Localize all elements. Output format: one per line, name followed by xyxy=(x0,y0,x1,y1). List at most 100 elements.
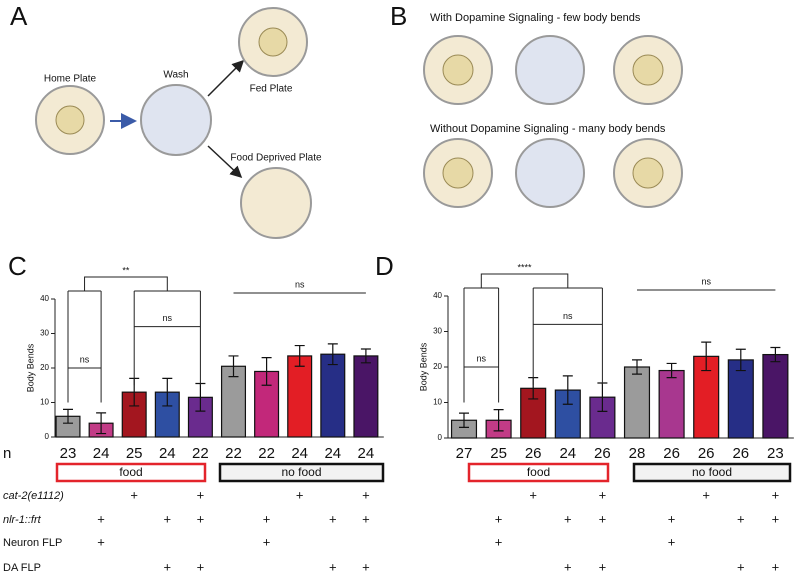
n-label: 26 xyxy=(525,445,542,462)
food xyxy=(632,54,664,86)
genotype-mark: + xyxy=(130,487,138,502)
plate-label: Fed Plate xyxy=(250,84,293,95)
error-bar xyxy=(96,412,107,435)
error-bar xyxy=(562,375,573,405)
caption: Without Dopamine Signaling - many body b… xyxy=(430,123,666,135)
arrow xyxy=(207,145,243,179)
y-tick-label: 0 xyxy=(438,433,443,442)
genotype-mark: + xyxy=(599,487,607,502)
error-bar xyxy=(493,409,504,432)
significance: ns xyxy=(163,313,173,323)
group-box xyxy=(218,462,385,483)
y-tick-label: 20 xyxy=(433,362,442,371)
plate xyxy=(515,138,585,208)
panel-label: A xyxy=(10,1,28,31)
n-label: 24 xyxy=(324,445,341,462)
error-bar xyxy=(228,355,239,378)
genotype-mark: + xyxy=(329,511,337,526)
genotype-mark: + xyxy=(599,511,607,526)
genotype-mark: + xyxy=(772,487,780,502)
y-tick-label: 10 xyxy=(433,398,442,407)
panel-label: C xyxy=(8,251,27,281)
n-label: 23 xyxy=(60,445,77,462)
bracket xyxy=(463,273,603,403)
genotype-mark: + xyxy=(164,511,172,526)
y-tick-label: 40 xyxy=(433,291,442,300)
bracket xyxy=(67,276,201,403)
n-label: 26 xyxy=(594,445,611,462)
y-tick-label: 10 xyxy=(40,398,49,407)
bar xyxy=(623,366,651,439)
food xyxy=(258,27,288,57)
group-box xyxy=(55,462,207,483)
genotype-mark: + xyxy=(362,487,370,502)
significance: ns xyxy=(295,279,305,289)
n-label: 24 xyxy=(93,445,110,462)
significance: ns xyxy=(563,311,573,321)
error-bar xyxy=(701,341,712,372)
y-tick-label: 30 xyxy=(40,329,49,338)
n-label: 25 xyxy=(126,445,143,462)
genotype-label: cat-2(e1112) xyxy=(3,490,64,502)
genotype-mark: + xyxy=(362,559,370,573)
n-label: 24 xyxy=(358,445,375,462)
genotype-mark: + xyxy=(263,511,271,526)
genotype-mark: + xyxy=(495,534,503,549)
group-box xyxy=(467,462,610,483)
genotype-mark: + xyxy=(197,511,205,526)
group-box xyxy=(632,462,792,483)
significance: **** xyxy=(518,262,533,272)
bar xyxy=(727,359,754,439)
arrow xyxy=(207,59,245,97)
error-bar xyxy=(327,343,338,366)
genotype-mark: + xyxy=(668,511,676,526)
n-label: 24 xyxy=(291,445,308,462)
y-axis-label: Body Bends xyxy=(418,342,428,391)
error-bar xyxy=(360,348,371,364)
genotype-mark: + xyxy=(529,487,537,502)
genotype-label: Neuron FLP xyxy=(3,537,62,549)
panel-label: D xyxy=(375,251,394,281)
error-bar xyxy=(666,362,677,379)
genotype-mark: + xyxy=(564,511,572,526)
genotype-mark: + xyxy=(97,511,105,526)
group-label: no food xyxy=(692,465,732,479)
genotype-mark: + xyxy=(164,559,172,573)
genotype-mark: + xyxy=(702,487,710,502)
n-label: 23 xyxy=(767,445,784,462)
n-label: 22 xyxy=(225,445,242,462)
group-label: food xyxy=(119,465,142,479)
genotype-mark: + xyxy=(737,559,745,573)
bar xyxy=(762,353,789,439)
y-axis-label: Body Bends xyxy=(25,343,35,392)
genotype-mark: + xyxy=(197,559,205,573)
n-title: n xyxy=(3,445,11,462)
plate xyxy=(240,167,312,239)
n-label: 24 xyxy=(559,445,576,462)
genotype-mark: + xyxy=(564,559,572,573)
genotype-label: nlr-1::frt xyxy=(3,514,42,526)
plate xyxy=(140,84,212,156)
genotype-mark: + xyxy=(362,511,370,526)
genotype-mark: + xyxy=(737,511,745,526)
n-label: 26 xyxy=(663,445,680,462)
significance: ns xyxy=(701,276,711,286)
genotype-mark: + xyxy=(197,487,205,502)
y-tick-label: 20 xyxy=(40,363,49,372)
n-label: 27 xyxy=(456,445,473,462)
bar xyxy=(353,355,379,438)
error-bar xyxy=(162,377,173,407)
error-bar xyxy=(459,412,469,428)
genotype-mark: + xyxy=(97,534,105,549)
n-label: 28 xyxy=(629,445,646,462)
n-label: 24 xyxy=(159,445,176,462)
plate-label: Wash xyxy=(163,70,188,81)
food xyxy=(442,54,474,86)
n-label: 22 xyxy=(258,445,275,462)
group-label: food xyxy=(527,465,550,479)
caption: With Dopamine Signaling - few body bends xyxy=(430,12,641,24)
bar xyxy=(287,355,313,438)
error-bar xyxy=(261,357,272,386)
error-bar xyxy=(735,348,746,372)
